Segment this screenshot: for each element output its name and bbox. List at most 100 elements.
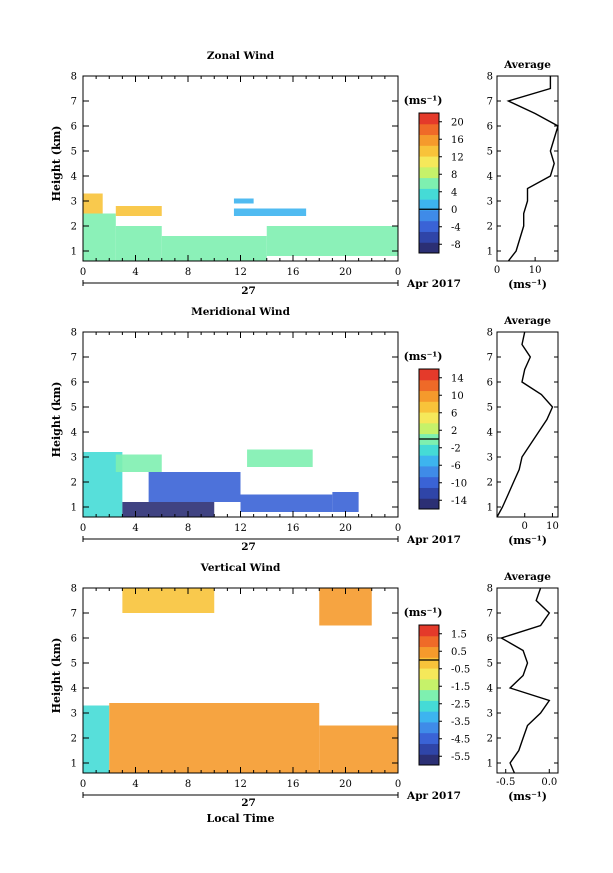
x-axis-label: Local Time <box>207 812 275 825</box>
heatmap-region <box>332 492 359 512</box>
colorbar-tick-label: -3.5 <box>451 717 470 728</box>
heatmap-region <box>319 588 372 626</box>
colorbar-segment <box>419 209 439 222</box>
y-tick-label: 7 <box>71 353 77 364</box>
colorbar-segment <box>419 668 439 680</box>
colorbar-segment <box>419 646 439 658</box>
colorbar-segment <box>419 476 439 488</box>
x-tick-label: 20 <box>339 523 352 534</box>
colorbar-segment <box>419 369 439 381</box>
colorbar-segment <box>419 487 439 499</box>
average-y-tick-label: 5 <box>487 659 493 670</box>
y-axis-label: Height (km) <box>50 126 63 202</box>
x-tick-label: 8 <box>185 523 191 534</box>
colorbar-tick-label: 6 <box>451 408 457 419</box>
colorbar-tick-label: -0.5 <box>451 664 470 675</box>
average-title: Average <box>503 571 551 583</box>
average-frame <box>496 331 559 518</box>
y-tick-label: 8 <box>71 584 77 595</box>
average-y-tick-label: 8 <box>487 328 493 339</box>
x-tick-label: 0 <box>80 267 86 278</box>
colorbar-segment <box>419 242 439 254</box>
y-tick-label: 2 <box>71 478 77 489</box>
x-tick-label: 8 <box>185 779 191 790</box>
colorbar-segment <box>419 498 439 510</box>
heatmap-region <box>240 494 333 512</box>
average-unit-label: (ms⁻¹) <box>508 534 547 547</box>
average-y-tick-label: 1 <box>487 503 493 514</box>
heatmap-region <box>115 226 162 261</box>
average-profile-line <box>496 331 554 518</box>
x-tick-label: 20 <box>339 779 352 790</box>
colorbar-frame <box>418 112 440 254</box>
heatmap-region <box>319 725 398 773</box>
colorbar-segment <box>419 422 439 435</box>
colorbar-segment <box>419 379 439 392</box>
colorbar-tick-label: -4 <box>451 222 461 233</box>
heatmap-region <box>266 226 398 256</box>
y-tick-label: 7 <box>71 97 77 108</box>
date-day-label: 27 <box>241 285 256 297</box>
colorbar-tick-label: 4 <box>451 187 457 198</box>
average-y-tick-label: 7 <box>487 609 493 620</box>
colorbar-tick-label: -1.5 <box>451 682 470 693</box>
colorbar-tick-label: 20 <box>451 117 464 128</box>
panel-title: Vertical Wind <box>200 562 281 574</box>
heatmap-region <box>83 213 116 261</box>
colorbar-segment <box>419 166 439 179</box>
average-y-tick-label: 2 <box>487 478 493 489</box>
heatmap-region <box>233 198 254 204</box>
date-month-label: Apr 2017 <box>406 278 461 290</box>
panel-title: Zonal Wind <box>207 50 275 62</box>
y-tick-label: 8 <box>71 328 77 339</box>
colorbar-segment <box>419 625 439 637</box>
date-month-label: Apr 2017 <box>406 790 461 802</box>
average-y-tick-label: 8 <box>487 72 493 83</box>
average-profile-line <box>506 76 559 262</box>
colorbar-tick-label: 1.5 <box>451 629 467 640</box>
x-tick-label: 16 <box>287 267 300 278</box>
average-y-tick-label: 8 <box>487 584 493 595</box>
average-x-tick-label: 10 <box>529 265 542 276</box>
x-tick-label: 16 <box>287 523 300 534</box>
x-tick-label: 4 <box>132 267 138 278</box>
date-day-label: 27 <box>241 797 256 809</box>
heatmap-region <box>115 454 162 472</box>
colorbar-segment <box>419 199 439 211</box>
average-x-tick-label: 0.0 <box>541 777 557 788</box>
heatmap-region <box>83 705 110 773</box>
colorbar-segment <box>419 700 439 712</box>
average-y-tick-label: 6 <box>487 122 493 133</box>
colorbar-tick-label: 16 <box>451 135 464 146</box>
y-tick-label: 2 <box>71 734 77 745</box>
colorbar-unit: (ms⁻¹) <box>404 606 443 619</box>
colorbar-tick-label: 10 <box>451 391 464 402</box>
x-tick-label: 4 <box>132 779 138 790</box>
average-x-tick-label: 0 <box>522 521 528 532</box>
average-y-tick-label: 1 <box>487 759 493 770</box>
panel-title: Meridional Wind <box>191 306 290 318</box>
heatmap-region <box>247 449 313 467</box>
average-x-tick-label: 0 <box>494 265 500 276</box>
colorbar-segment <box>419 635 439 648</box>
colorbar-segment <box>419 188 439 200</box>
average-y-tick-label: 2 <box>487 222 493 233</box>
y-tick-label: 6 <box>71 378 77 389</box>
x-tick-label: 20 <box>339 267 352 278</box>
heatmap-cells <box>83 449 359 517</box>
x-tick-label: 0 <box>395 779 401 790</box>
date-day-label: 27 <box>241 541 256 553</box>
heatmap-region <box>161 236 267 261</box>
x-tick-label: 0 <box>395 523 401 534</box>
x-tick-label: 12 <box>234 267 247 278</box>
average-y-tick-label: 5 <box>487 147 493 158</box>
date-month-label: Apr 2017 <box>406 534 461 546</box>
colorbar-segment <box>419 721 439 734</box>
y-tick-label: 1 <box>71 503 77 514</box>
x-tick-label: 0 <box>80 523 86 534</box>
heatmap-region <box>233 208 307 216</box>
colorbar-unit: (ms⁻¹) <box>404 350 443 363</box>
